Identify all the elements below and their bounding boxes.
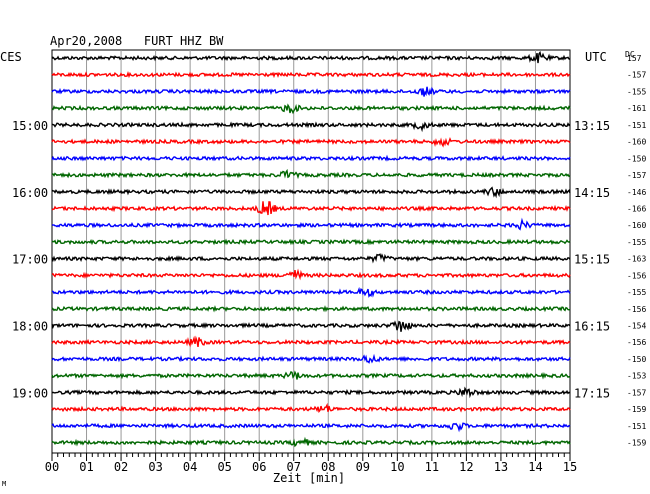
dc-value-label: -159 (627, 439, 646, 448)
x-tick-label: 15 (563, 460, 577, 474)
dc-value-label: -150 (627, 355, 646, 364)
seismic-trace-0 (51, 50, 571, 64)
seismic-trace-13 (51, 268, 571, 281)
seismic-trace-5 (51, 136, 571, 148)
utc-time-label: 17:15 (574, 386, 610, 400)
dc-value-label: -146 (627, 188, 646, 197)
seismic-trace-3 (51, 103, 571, 115)
x-tick-label: 07 (287, 460, 301, 474)
dc-label: DC (625, 50, 635, 59)
dc-value-label: -156 (627, 271, 646, 280)
x-tick-label: 00 (45, 460, 59, 474)
utc-time-label: 14:15 (574, 186, 610, 200)
corner-mark: M (2, 480, 6, 488)
dc-value-label: -166 (627, 204, 646, 213)
x-tick-label: 09 (356, 460, 370, 474)
dc-value-label: -154 (627, 322, 646, 331)
dc-value-label: -163 (627, 255, 646, 264)
seismic-trace-23 (51, 436, 571, 448)
utc-time-label: 15:15 (574, 253, 610, 267)
seismic-trace-21 (51, 402, 571, 414)
x-tick-label: 11 (425, 460, 439, 474)
dc-value-label: -151 (627, 422, 646, 431)
seismic-trace-12 (51, 253, 571, 264)
dc-value-label: -157 (627, 71, 646, 80)
dc-value-label: -155 (627, 238, 646, 247)
seismic-trace-7 (51, 168, 571, 180)
seismic-trace-20 (51, 386, 571, 399)
grid-lines (51, 49, 571, 454)
cet-time-label: 15:00 (12, 119, 48, 133)
seismic-trace-9 (51, 201, 571, 216)
dc-value-label: -151 (627, 121, 646, 130)
seismic-trace-15 (51, 305, 571, 313)
x-tick-label: 02 (114, 460, 128, 474)
seismic-trace-17 (51, 335, 571, 348)
dc-value-label: -153 (627, 372, 646, 381)
x-tick-label: 14 (528, 460, 542, 474)
cet-time-label: 19:00 (12, 386, 48, 400)
dc-value-label: -160 (627, 221, 646, 230)
utc-time-label: 16:15 (574, 320, 610, 334)
x-tick-label: 04 (183, 460, 197, 474)
x-tick-label: 06 (252, 460, 266, 474)
utc-time-label: 13:15 (574, 119, 610, 133)
dc-value-label: -150 (627, 154, 646, 163)
time-label-group: 157 -157 -155 -161 -151 -160 -150 -157 -146 -166 -… (12, 54, 646, 448)
trace-group (51, 50, 571, 448)
dc-value-label: -160 (627, 138, 646, 147)
seismic-trace-16 (51, 320, 571, 332)
right-axis-title: UTC (585, 50, 607, 64)
seismic-trace-2 (51, 86, 571, 97)
x-tick-label: 05 (217, 460, 231, 474)
seismic-trace-14 (51, 286, 571, 298)
seismic-trace-8 (51, 186, 571, 199)
seismic-trace-4 (51, 121, 571, 133)
dc-value-label: -156 (627, 305, 646, 314)
seismic-trace-11 (51, 238, 571, 246)
dc-value-label: -156 (627, 338, 646, 347)
x-tick-label: 13 (494, 460, 508, 474)
seismic-trace-1 (51, 71, 571, 79)
x-tick-label: 08 (321, 460, 335, 474)
seismic-trace-22 (51, 422, 571, 433)
cet-time-label: 17:00 (12, 253, 48, 267)
x-axis-label: Zeit [min] (273, 471, 345, 485)
x-axis: 00 01 02 03 04 05 06 07 08 09 10 11 12 13 14 15 (45, 452, 577, 474)
seismic-trace-18 (51, 353, 571, 364)
chart-title: Apr20,2008 FURT HHZ BW (50, 34, 224, 48)
seismic-trace-6 (51, 154, 571, 162)
cet-time-label: 16:00 (12, 186, 48, 200)
x-tick-label: 12 (459, 460, 473, 474)
x-tick-label: 03 (148, 460, 162, 474)
dc-value-label: -159 (627, 405, 646, 414)
seismic-trace-10 (51, 217, 571, 231)
dc-value-label: -157 (627, 171, 646, 180)
dc-value-label: -157 (627, 388, 646, 397)
seismic-trace-19 (51, 370, 571, 380)
dc-value-label: -155 (627, 87, 646, 96)
dc-value-label: -161 (627, 104, 646, 113)
cet-time-label: 18:00 (12, 320, 48, 334)
x-tick-label: 01 (79, 460, 93, 474)
left-axis-title: CES (0, 50, 22, 64)
dc-value-label: -155 (627, 288, 646, 297)
dc-value-label: 157 (627, 54, 642, 63)
x-tick-label: 10 (390, 460, 404, 474)
